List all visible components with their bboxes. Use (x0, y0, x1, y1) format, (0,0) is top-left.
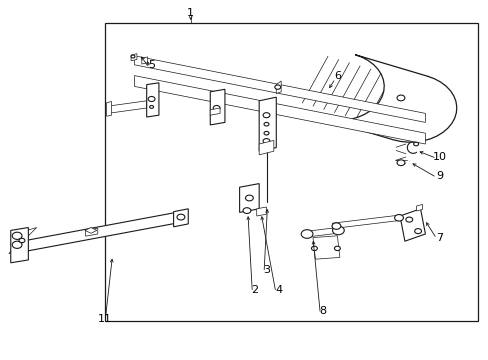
Polygon shape (259, 97, 276, 151)
Text: 7: 7 (436, 233, 443, 243)
Circle shape (264, 122, 268, 126)
Circle shape (177, 214, 184, 220)
Circle shape (213, 105, 220, 111)
Polygon shape (131, 54, 137, 61)
Circle shape (131, 55, 135, 58)
Polygon shape (239, 184, 259, 212)
Text: 4: 4 (275, 285, 282, 295)
Circle shape (414, 229, 421, 234)
Text: 9: 9 (436, 171, 443, 181)
Text: 5: 5 (148, 60, 155, 70)
Polygon shape (276, 81, 281, 94)
Polygon shape (332, 215, 400, 229)
Polygon shape (11, 228, 28, 263)
Polygon shape (320, 55, 456, 142)
Polygon shape (307, 228, 337, 237)
Polygon shape (106, 102, 111, 116)
Polygon shape (259, 140, 273, 155)
Polygon shape (9, 228, 37, 254)
Circle shape (334, 246, 340, 251)
Polygon shape (210, 89, 224, 125)
Circle shape (332, 226, 344, 235)
Circle shape (274, 85, 280, 89)
Polygon shape (399, 209, 425, 241)
Circle shape (311, 246, 317, 251)
Polygon shape (173, 209, 188, 227)
Circle shape (264, 131, 268, 135)
Polygon shape (105, 23, 477, 321)
Text: 2: 2 (250, 285, 257, 295)
Circle shape (394, 215, 403, 221)
Circle shape (243, 208, 250, 213)
Circle shape (12, 241, 22, 248)
Circle shape (12, 232, 22, 239)
Text: 8: 8 (319, 306, 325, 316)
Circle shape (396, 160, 404, 166)
Polygon shape (85, 228, 97, 233)
Polygon shape (210, 108, 220, 115)
Text: 6: 6 (333, 71, 340, 81)
Polygon shape (134, 76, 425, 144)
Text: 3: 3 (263, 265, 269, 275)
Circle shape (331, 223, 340, 229)
Circle shape (245, 195, 253, 201)
Circle shape (413, 142, 418, 146)
Polygon shape (142, 57, 147, 64)
Circle shape (263, 113, 269, 118)
Circle shape (149, 105, 153, 108)
Circle shape (301, 230, 312, 238)
Circle shape (19, 238, 25, 243)
Circle shape (405, 217, 412, 222)
Text: 11: 11 (98, 314, 112, 324)
Circle shape (263, 139, 269, 144)
Text: 10: 10 (432, 152, 446, 162)
Polygon shape (146, 83, 159, 117)
Polygon shape (85, 228, 98, 236)
Circle shape (396, 95, 404, 101)
Circle shape (148, 96, 155, 102)
Polygon shape (107, 101, 146, 113)
Text: 1: 1 (187, 8, 194, 18)
Polygon shape (416, 204, 422, 211)
Polygon shape (256, 207, 266, 216)
Polygon shape (312, 236, 339, 259)
Polygon shape (134, 56, 425, 122)
Polygon shape (12, 211, 185, 254)
